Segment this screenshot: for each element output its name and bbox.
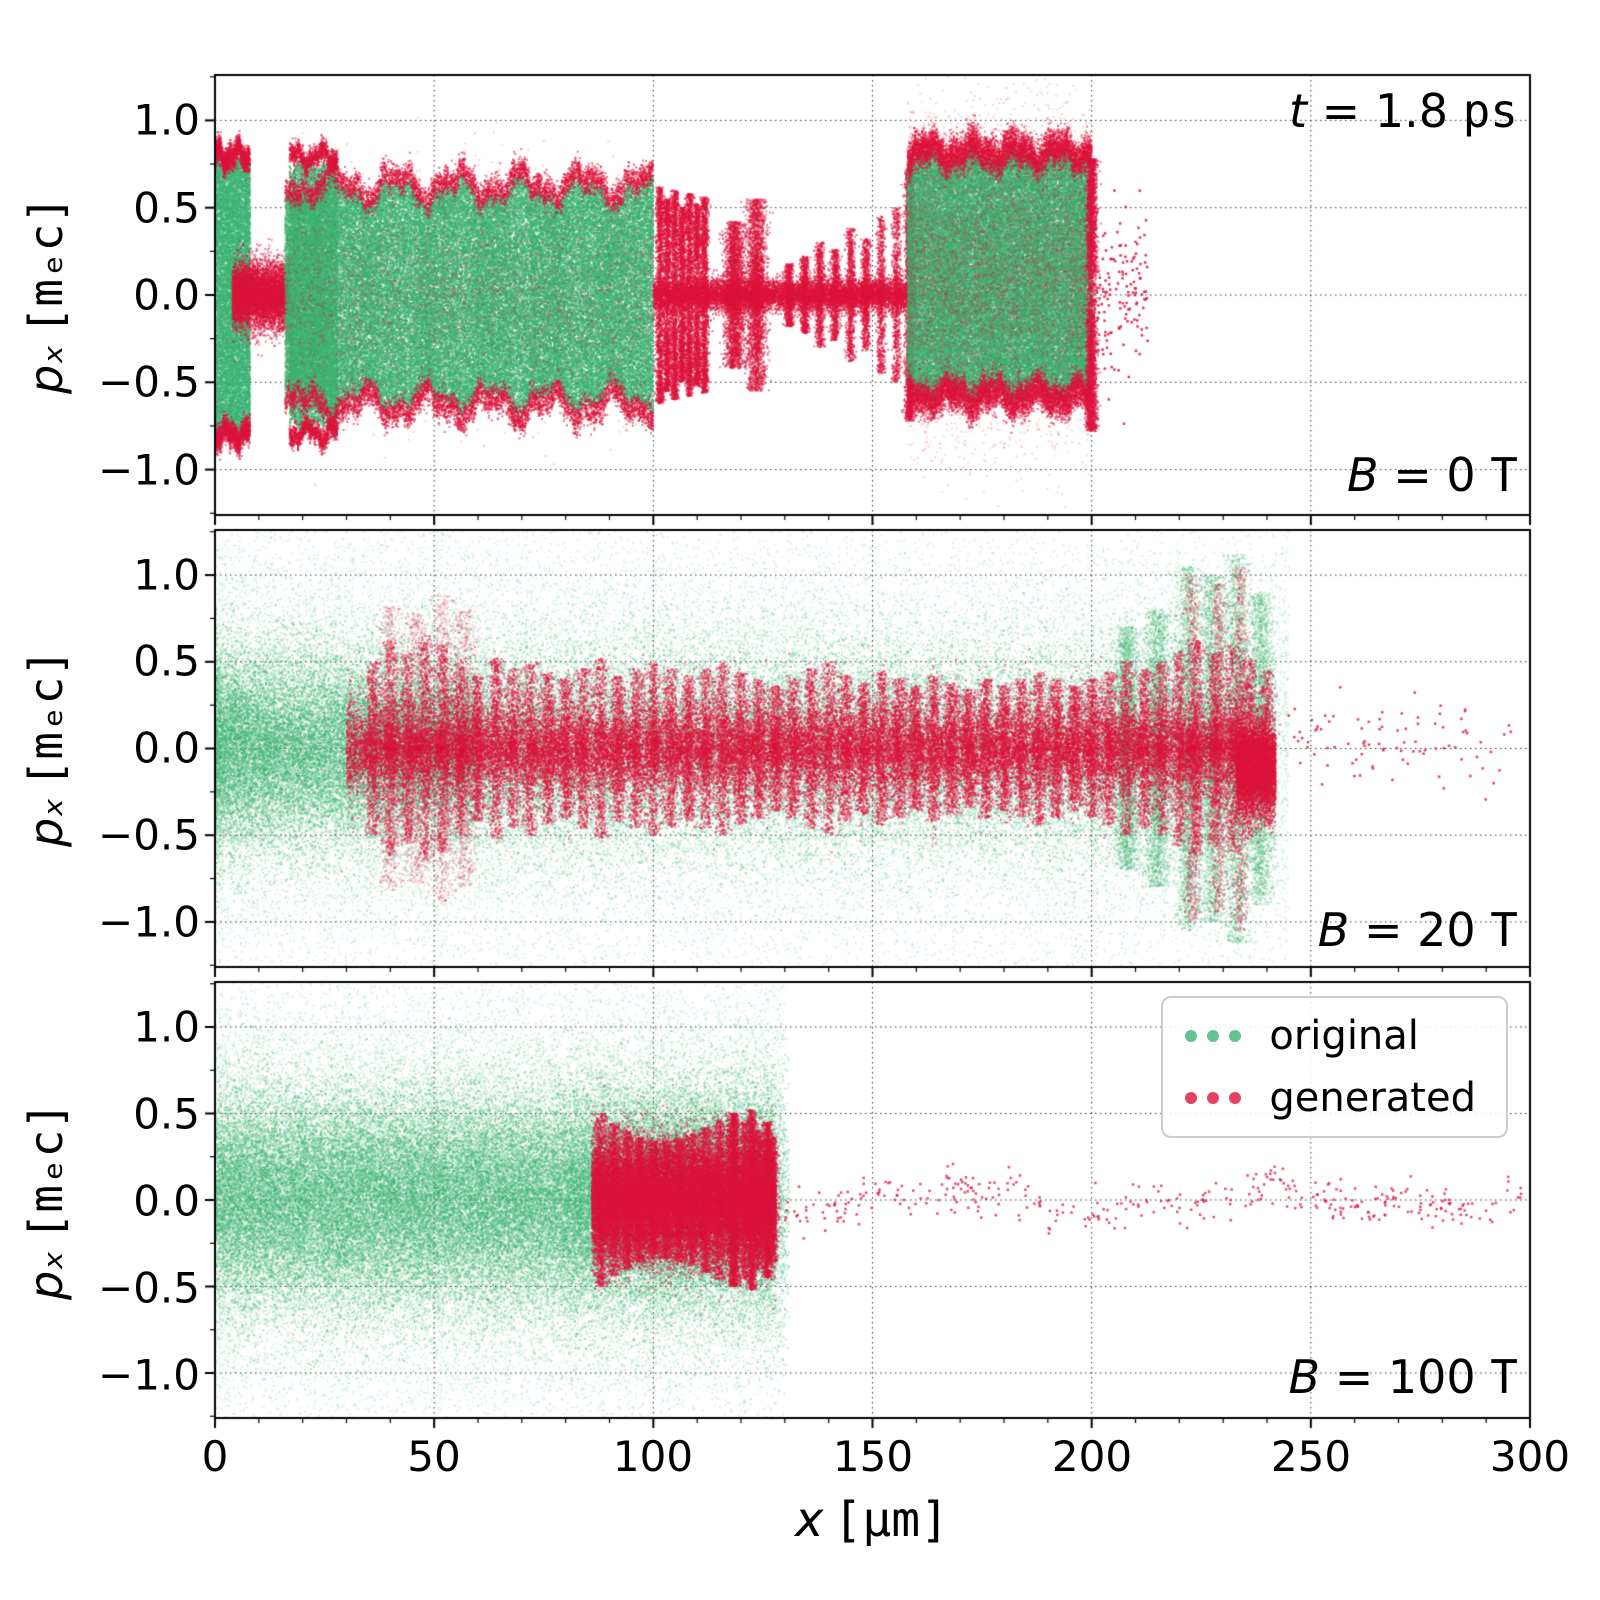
legend-label-original: original: [1269, 1013, 1419, 1059]
y-tick-label: 0.5: [133, 183, 200, 233]
y-axis-var: pₓ: [19, 344, 73, 395]
x-tick-label: 300: [1489, 1432, 1571, 1481]
legend-dot-generated: [1185, 1092, 1198, 1104]
y-tick-label: 0.0: [133, 270, 200, 320]
legend-item-original: original: [1185, 1016, 1476, 1056]
y-axis-unit: [mₑc]: [19, 195, 73, 335]
b-unit: T: [1490, 1350, 1518, 1404]
y-tick-label: −1.0: [98, 1350, 200, 1400]
time-eq: = 1.8: [1307, 84, 1463, 138]
time-unit: ps: [1462, 84, 1518, 138]
legend: original generated: [1161, 996, 1508, 1138]
time-annotation: t = 1.8 ps: [1289, 84, 1518, 138]
x-tick-label: 0: [201, 1432, 229, 1481]
y-tick-label: 1.0: [133, 1002, 200, 1052]
x-tick-label: 250: [1270, 1432, 1352, 1481]
y-tick-label: 1.0: [133, 95, 200, 145]
y-tick-label: −1.0: [98, 897, 200, 947]
x-tick-label: 100: [612, 1432, 694, 1481]
legend-dot-generated: [1207, 1092, 1220, 1104]
y-axis-unit: [mₑc]: [19, 648, 73, 788]
time-var: t: [1288, 84, 1308, 138]
b-unit: T: [1490, 903, 1518, 957]
x-tick-label: 200: [1051, 1432, 1133, 1481]
x-axis-label: x [μm]: [795, 1492, 949, 1548]
y-tick-label: 0.5: [133, 636, 200, 686]
y-tick-label: 0.5: [133, 1089, 200, 1139]
legend-label-generated: generated: [1269, 1075, 1476, 1121]
b-eq: = 20: [1349, 903, 1491, 957]
y-tick-label: −0.5: [98, 810, 200, 860]
y-tick-label: 1.0: [133, 550, 200, 600]
y-tick-label: 0.0: [133, 723, 200, 773]
b-eq: = 100: [1320, 1350, 1491, 1404]
bfield-annotation-2: B = 100 T: [1289, 1350, 1518, 1404]
bfield-annotation-1: B = 20 T: [1318, 903, 1518, 957]
legend-dot-original: [1207, 1030, 1220, 1042]
y-tick-label: −0.5: [98, 1263, 200, 1313]
x-tick-label: 150: [832, 1432, 914, 1481]
b-var: B: [1288, 1350, 1321, 1404]
y-tick-label: −0.5: [98, 357, 200, 407]
y-axis-label: pₓ [mₑc]: [19, 1102, 73, 1300]
b-var: B: [1317, 903, 1350, 957]
y-axis-label: pₓ [mₑc]: [19, 196, 73, 394]
b-var: B: [1347, 448, 1379, 502]
x-axis-unit: [μm]: [833, 1492, 949, 1548]
y-axis-label: pₓ [mₑc]: [19, 649, 73, 847]
y-tick-label: −1.0: [98, 445, 200, 495]
b-unit: T: [1490, 448, 1518, 502]
legend-dot-original: [1185, 1030, 1198, 1042]
x-tick-label: 50: [407, 1432, 461, 1481]
y-axis-unit: [mₑc]: [19, 1101, 73, 1241]
bfield-annotation-0: B = 0 T: [1347, 448, 1518, 502]
y-tick-label: 0.0: [133, 1176, 200, 1226]
legend-dot-original: [1229, 1030, 1242, 1042]
y-axis-var: pₓ: [19, 1250, 73, 1301]
legend-dot-generated: [1229, 1092, 1242, 1104]
legend-item-generated: generated: [1185, 1078, 1476, 1118]
y-axis-var: pₓ: [19, 797, 73, 848]
b-eq: = 0: [1378, 448, 1491, 502]
x-axis-var: x: [795, 1492, 824, 1548]
